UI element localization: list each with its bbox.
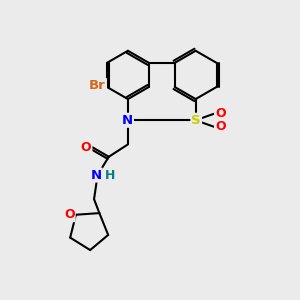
Text: H: H: [105, 169, 115, 182]
Text: N: N: [91, 169, 102, 182]
Text: O: O: [215, 120, 226, 133]
Text: Br: Br: [89, 79, 106, 92]
Text: N: N: [122, 114, 133, 127]
Text: O: O: [81, 141, 92, 154]
Text: O: O: [64, 208, 75, 221]
Text: S: S: [191, 114, 201, 127]
Text: O: O: [215, 107, 226, 120]
